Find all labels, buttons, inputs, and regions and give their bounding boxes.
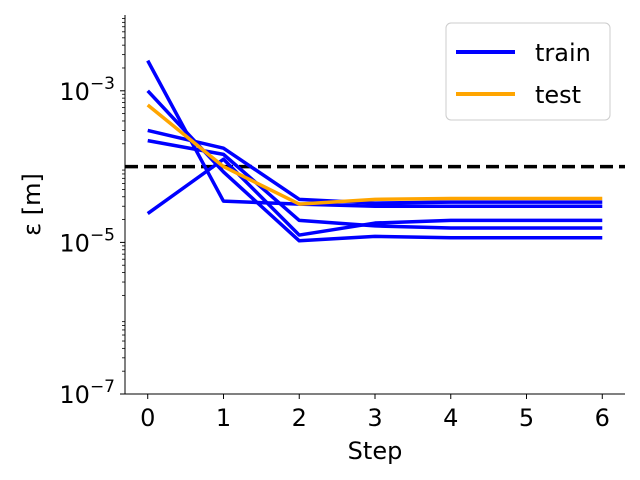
train-series-line-2 [147,128,603,205]
y-tick-label: 10−7 [59,377,115,409]
axes: 0 1 2 3 4 5 6 10−7 10−5 10−3 Step ε [m] [18,15,625,465]
train-series-line [146,59,603,208]
legend-label-test: test [535,81,581,109]
x-tick-label: 2 [292,404,307,432]
x-tick-label: 1 [216,404,231,432]
legend-label-train: train [535,39,591,67]
test-series-line [146,103,603,206]
train-series-line-4 [146,157,603,237]
x-tick-label: 0 [140,404,155,432]
legend-box [445,22,611,121]
y-tick-label: 10−3 [59,74,115,106]
x-tick-label: 5 [519,404,534,432]
train-series-line-1 [146,89,603,243]
x-tick-label: 4 [443,404,458,432]
x-axis-label: Step [348,437,403,465]
y-axis-label: ε [m] [18,173,46,236]
x-tick-label: 6 [595,404,610,432]
y-tick-label: 10−5 [59,225,115,257]
legend: train test [445,22,611,121]
train-series-line-3 [147,138,603,230]
x-tick-label: 3 [367,404,382,432]
series-layer [146,59,603,243]
